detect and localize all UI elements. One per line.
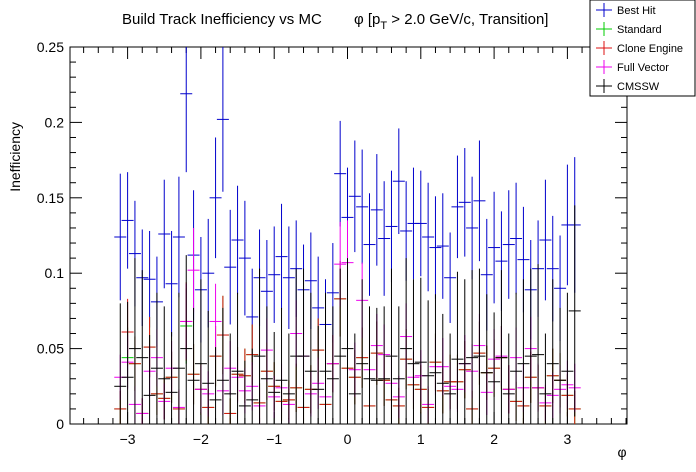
- legend-label: Standard: [617, 24, 662, 36]
- y-tick-label: 0.25: [37, 39, 64, 55]
- y-tick-label: 0.15: [37, 190, 64, 206]
- x-tick-label: 3: [564, 431, 572, 447]
- x-axis-label: φ: [617, 444, 626, 460]
- y-tick-label: 0.05: [37, 341, 64, 357]
- legend-label: Clone Engine: [617, 43, 683, 55]
- series-layer: [114, 47, 581, 424]
- plot-frame: [69, 46, 628, 425]
- x-tick-label: −3: [120, 431, 136, 447]
- x-tick-label: 1: [417, 431, 425, 447]
- series-cmssw: [114, 205, 581, 424]
- legend-label: Best Hit: [617, 5, 656, 17]
- x-tick-label: 0: [344, 431, 352, 447]
- y-tick-label: 0: [56, 416, 64, 432]
- legend-entry: Full Vector: [596, 60, 669, 74]
- chart-title: Build Track Inefficiency vs MC: [122, 11, 322, 28]
- legend-label: Full Vector: [617, 62, 669, 74]
- axes: −3 −2 −1 0 1 2 3 0 0.05 0.1 0.15 0.2 0.25: [37, 39, 627, 447]
- y-tick-label: 0.1: [45, 265, 65, 281]
- y-tick-label: 0.2: [45, 114, 65, 130]
- x-tick-label: −1: [266, 431, 282, 447]
- legend-entry: CMSSW: [596, 79, 660, 93]
- chart-title-phi: φ [pT > 2.0 GeV/c, Transition]: [354, 11, 548, 32]
- legend-entry: Best Hit: [596, 3, 656, 17]
- legend-entry: Clone Engine: [596, 41, 683, 55]
- legend: Best Hit Standard Clone Engine Full Vector C…: [589, 0, 696, 97]
- y-axis-label: Inefficiency: [7, 122, 23, 192]
- x-tick-label: −2: [193, 431, 209, 447]
- x-tick-label: 2: [490, 431, 498, 447]
- legend-label: CMSSW: [617, 81, 660, 93]
- legend-entry: Standard: [596, 22, 662, 36]
